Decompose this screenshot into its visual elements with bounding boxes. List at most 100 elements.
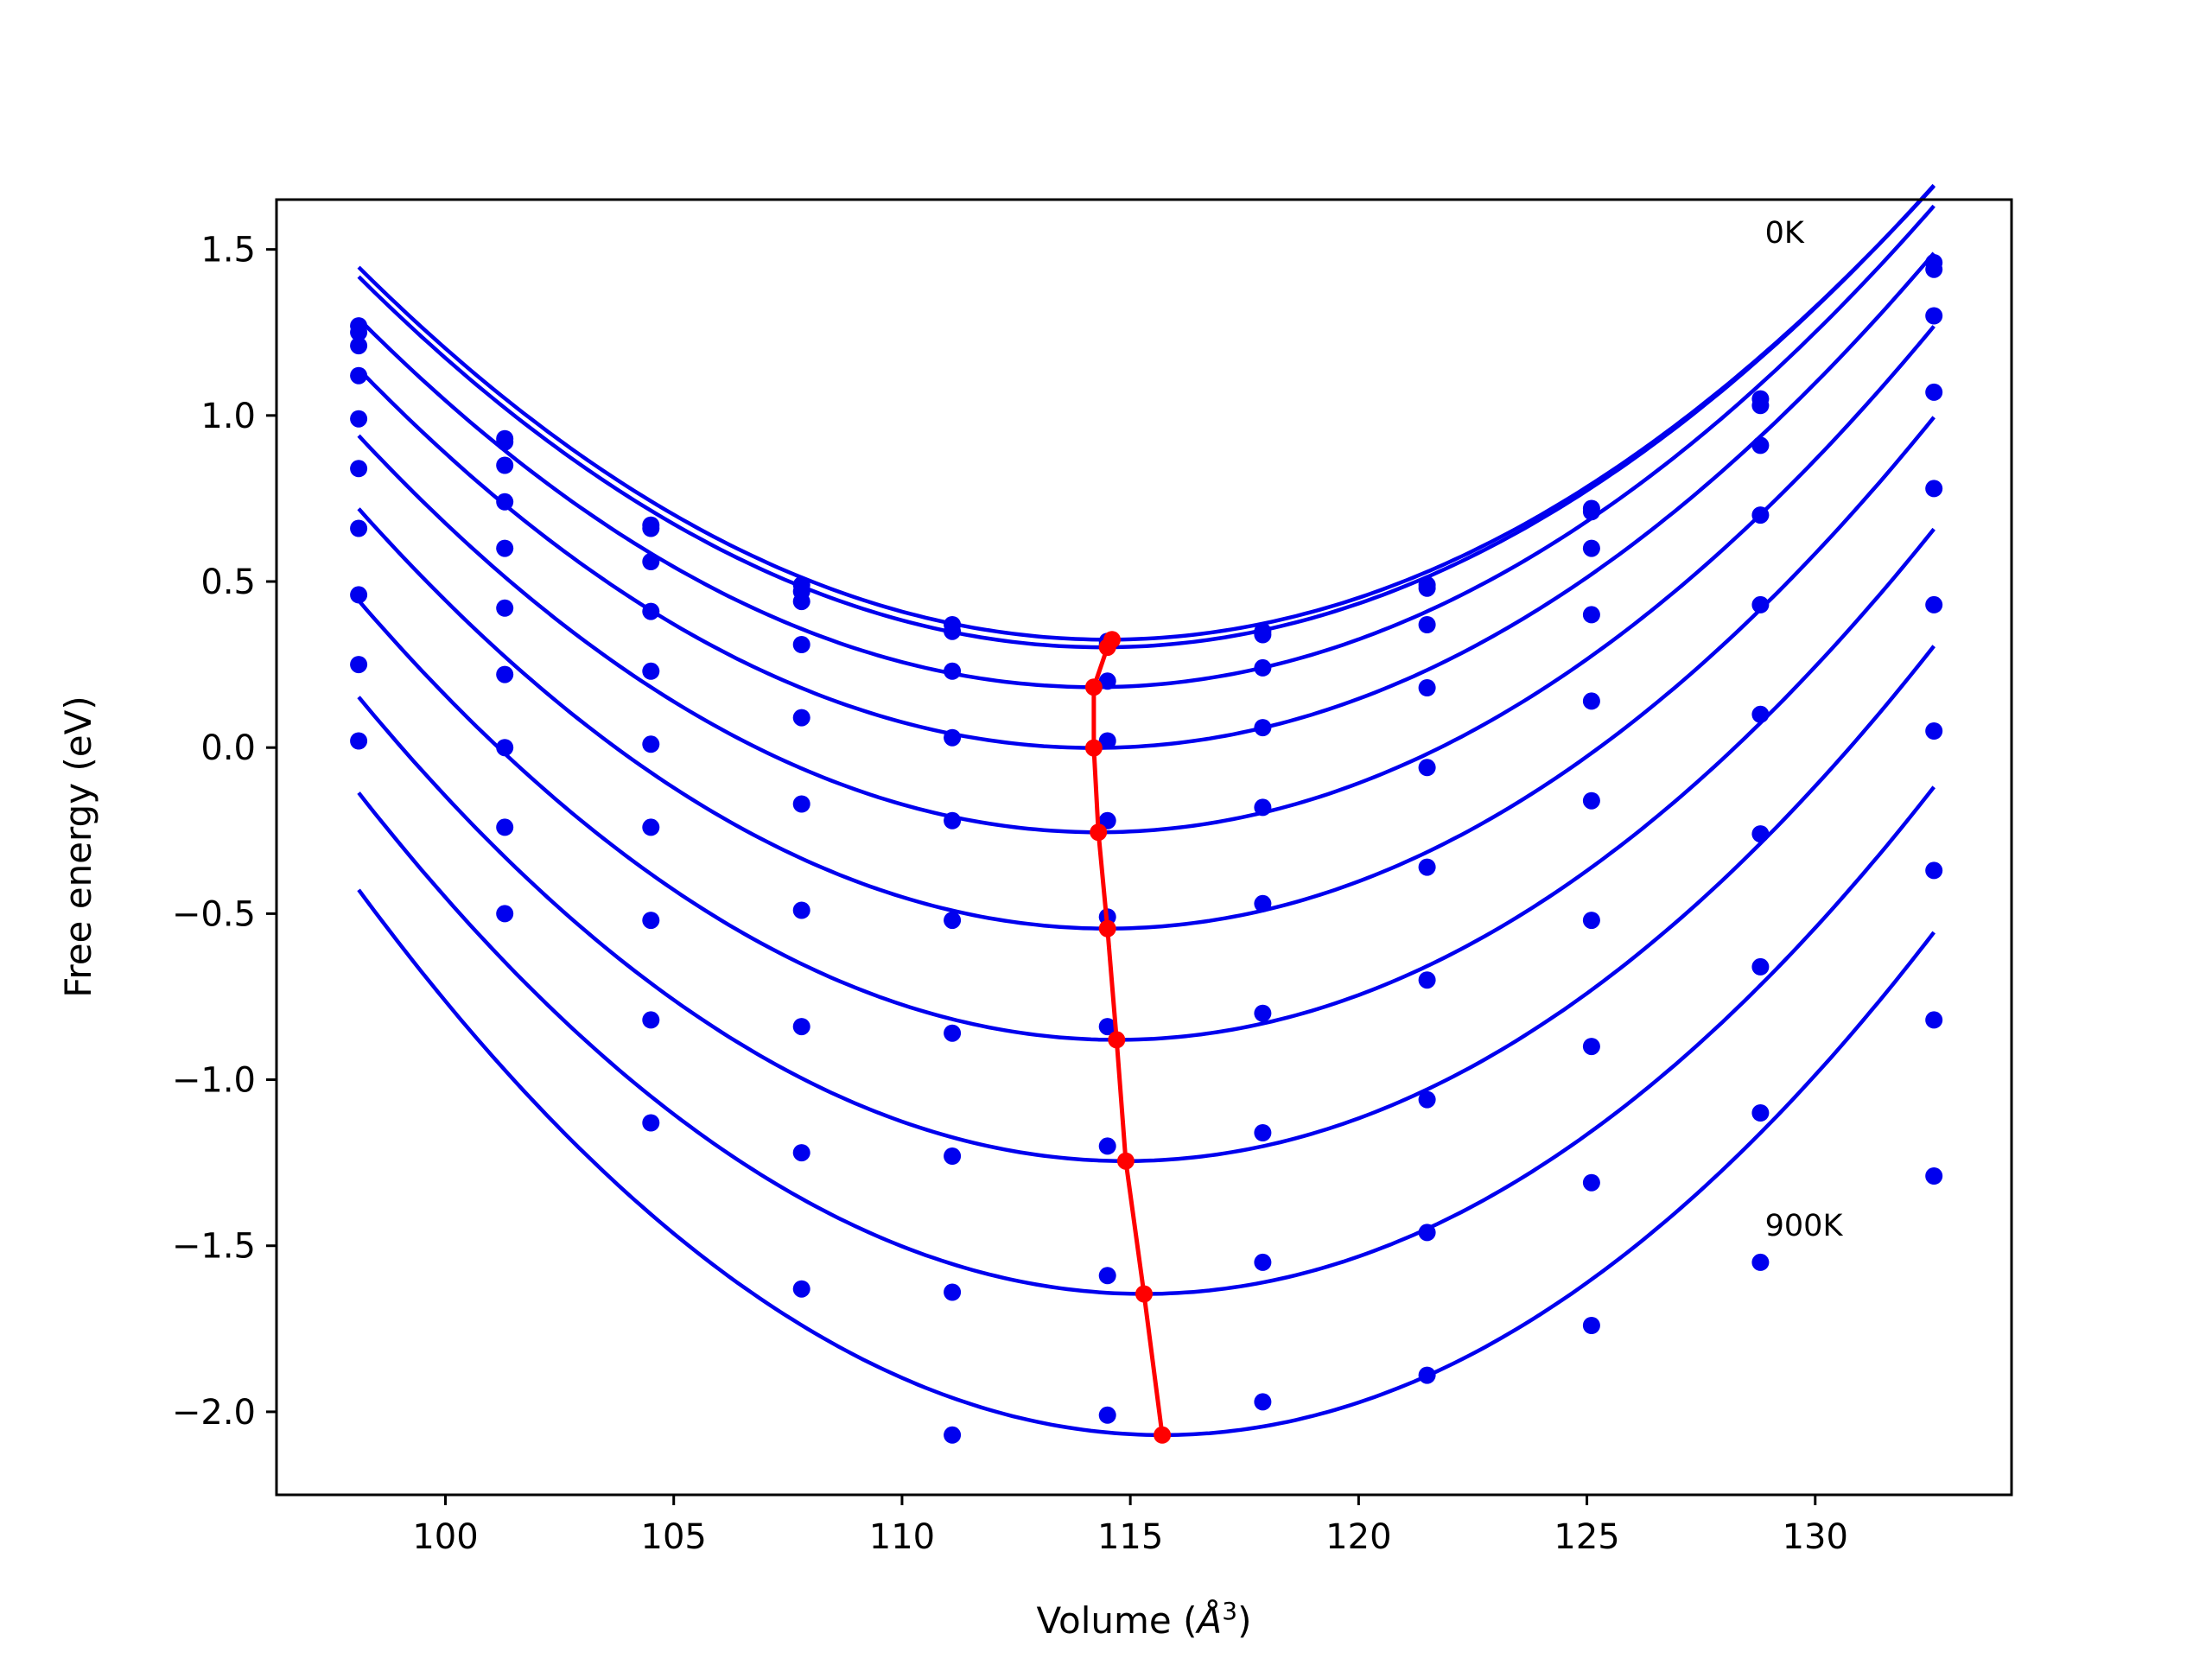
annotation-0k: 0K xyxy=(1765,216,1805,251)
minimum-point-2 xyxy=(1084,678,1103,696)
data-point-8-8 xyxy=(1582,1173,1600,1192)
fit-curve-2 xyxy=(357,204,1936,690)
data-point-8-4 xyxy=(944,1283,962,1301)
data-point-1-6 xyxy=(1254,626,1272,644)
data-point-3-5 xyxy=(1098,732,1116,750)
data-point-8-6 xyxy=(1254,1253,1272,1271)
data-point-1-10 xyxy=(1925,260,1943,278)
y-tick-label: −2.0 xyxy=(172,1393,256,1433)
data-point-3-3 xyxy=(792,636,810,653)
data-point-7-6 xyxy=(1254,1124,1272,1141)
data-point-4-5 xyxy=(1098,811,1116,830)
data-point-7-1 xyxy=(496,739,514,757)
data-point-3-10 xyxy=(1925,383,1943,401)
data-point-9-5 xyxy=(1098,1406,1116,1424)
data-point-9-9 xyxy=(1751,1253,1770,1271)
data-point-9-1 xyxy=(496,905,514,923)
axes-frame xyxy=(275,198,2013,1497)
data-point-6-9 xyxy=(1751,825,1770,843)
minimum-point-1 xyxy=(1098,639,1116,657)
data-point-4-2 xyxy=(642,662,660,680)
data-point-8-1 xyxy=(496,818,514,836)
data-point-3-4 xyxy=(944,728,962,747)
data-point-3-9 xyxy=(1751,506,1770,524)
data-point-4-4 xyxy=(944,811,962,830)
data-point-4-3 xyxy=(792,709,810,727)
data-point-4-6 xyxy=(1254,798,1272,817)
data-point-9-6 xyxy=(1254,1393,1272,1411)
fit-curve-3 xyxy=(357,251,1936,750)
y-tick-label: −1.5 xyxy=(172,1227,256,1267)
data-point-6-1 xyxy=(496,665,514,683)
data-point-2-1 xyxy=(496,456,514,474)
fit-curve-1 xyxy=(357,183,1936,650)
data-point-7-2 xyxy=(642,912,660,930)
data-point-2-6 xyxy=(1254,658,1272,677)
data-point-8-7 xyxy=(1418,1224,1436,1242)
data-point-2-3 xyxy=(792,593,810,611)
data-point-1-7 xyxy=(1418,579,1436,597)
x-tick-label: 130 xyxy=(1783,1517,1848,1557)
data-point-2-9 xyxy=(1751,436,1770,454)
fit-curve-5 xyxy=(357,416,1936,931)
x-tick-label: 110 xyxy=(869,1517,935,1557)
minimum-point-7 xyxy=(1116,1152,1135,1170)
data-point-2-4 xyxy=(944,662,962,680)
data-point-7-3 xyxy=(792,1018,810,1036)
x-tick-label: 100 xyxy=(412,1517,478,1557)
data-point-7-4 xyxy=(944,1147,962,1165)
data-point-2-0 xyxy=(350,337,368,355)
data-point-1-9 xyxy=(1751,397,1770,415)
data-point-6-8 xyxy=(1582,912,1600,930)
x-tick-label: 120 xyxy=(1325,1517,1391,1557)
minimum-point-5 xyxy=(1098,919,1116,938)
data-point-7-9 xyxy=(1751,957,1770,976)
data-point-2-2 xyxy=(642,553,660,570)
x-tick-label: 125 xyxy=(1554,1517,1619,1557)
y-tick-label: −0.5 xyxy=(172,894,256,934)
data-point-5-6 xyxy=(1254,894,1272,912)
data-point-5-4 xyxy=(944,912,962,930)
data-point-2-5 xyxy=(1098,672,1116,690)
data-point-5-1 xyxy=(496,599,514,617)
data-point-5-9 xyxy=(1751,705,1770,723)
data-point-5-7 xyxy=(1418,858,1436,876)
data-point-5-3 xyxy=(792,795,810,813)
data-point-6-4 xyxy=(944,1024,962,1042)
annotations: 0K 900K xyxy=(1765,216,1844,1243)
data-point-9-0 xyxy=(350,732,368,750)
data-point-4-7 xyxy=(1418,759,1436,777)
data-point-5-2 xyxy=(642,735,660,753)
data-point-1-2 xyxy=(642,519,660,537)
data-point-2-8 xyxy=(1582,539,1600,557)
data-point-7-5 xyxy=(1098,1137,1116,1155)
x-tick-label: 105 xyxy=(641,1517,707,1557)
minima-line xyxy=(1091,639,1165,1436)
data-point-3-2 xyxy=(642,602,660,620)
data-point-6-2 xyxy=(642,818,660,836)
data-point-3-0 xyxy=(350,366,368,385)
minimum-point-9 xyxy=(1154,1426,1172,1444)
data-point-7-0 xyxy=(350,586,368,604)
data-point-3-7 xyxy=(1418,679,1436,696)
axis-ticks: 100 105 110 115 120 125 130 1.5 1.0 0.5 0.0 −0.5 −1.… xyxy=(172,231,1848,1557)
data-point-8-10 xyxy=(1925,1011,1943,1029)
data-point-4-1 xyxy=(496,539,514,557)
data-point-6-3 xyxy=(792,901,810,919)
data-point-6-5 xyxy=(1098,1018,1116,1036)
data-point-3-8 xyxy=(1582,606,1600,624)
minimum-point-8 xyxy=(1135,1285,1153,1303)
minimum-point-3 xyxy=(1084,739,1103,757)
y-tick-label: 1.5 xyxy=(200,231,256,270)
data-point-6-0 xyxy=(350,519,368,537)
data-point-9-8 xyxy=(1582,1317,1600,1334)
x-tick-label: 115 xyxy=(1097,1517,1163,1557)
data-point-1-0 xyxy=(350,323,368,341)
x-axis-label: Volume (Å3) xyxy=(1037,1597,1252,1642)
data-point-3-1 xyxy=(496,493,514,511)
data-point-4-10 xyxy=(1925,480,1943,498)
data-point-5-8 xyxy=(1582,791,1600,810)
data-point-9-3 xyxy=(792,1280,810,1298)
fit-curve-4 xyxy=(357,325,1936,835)
